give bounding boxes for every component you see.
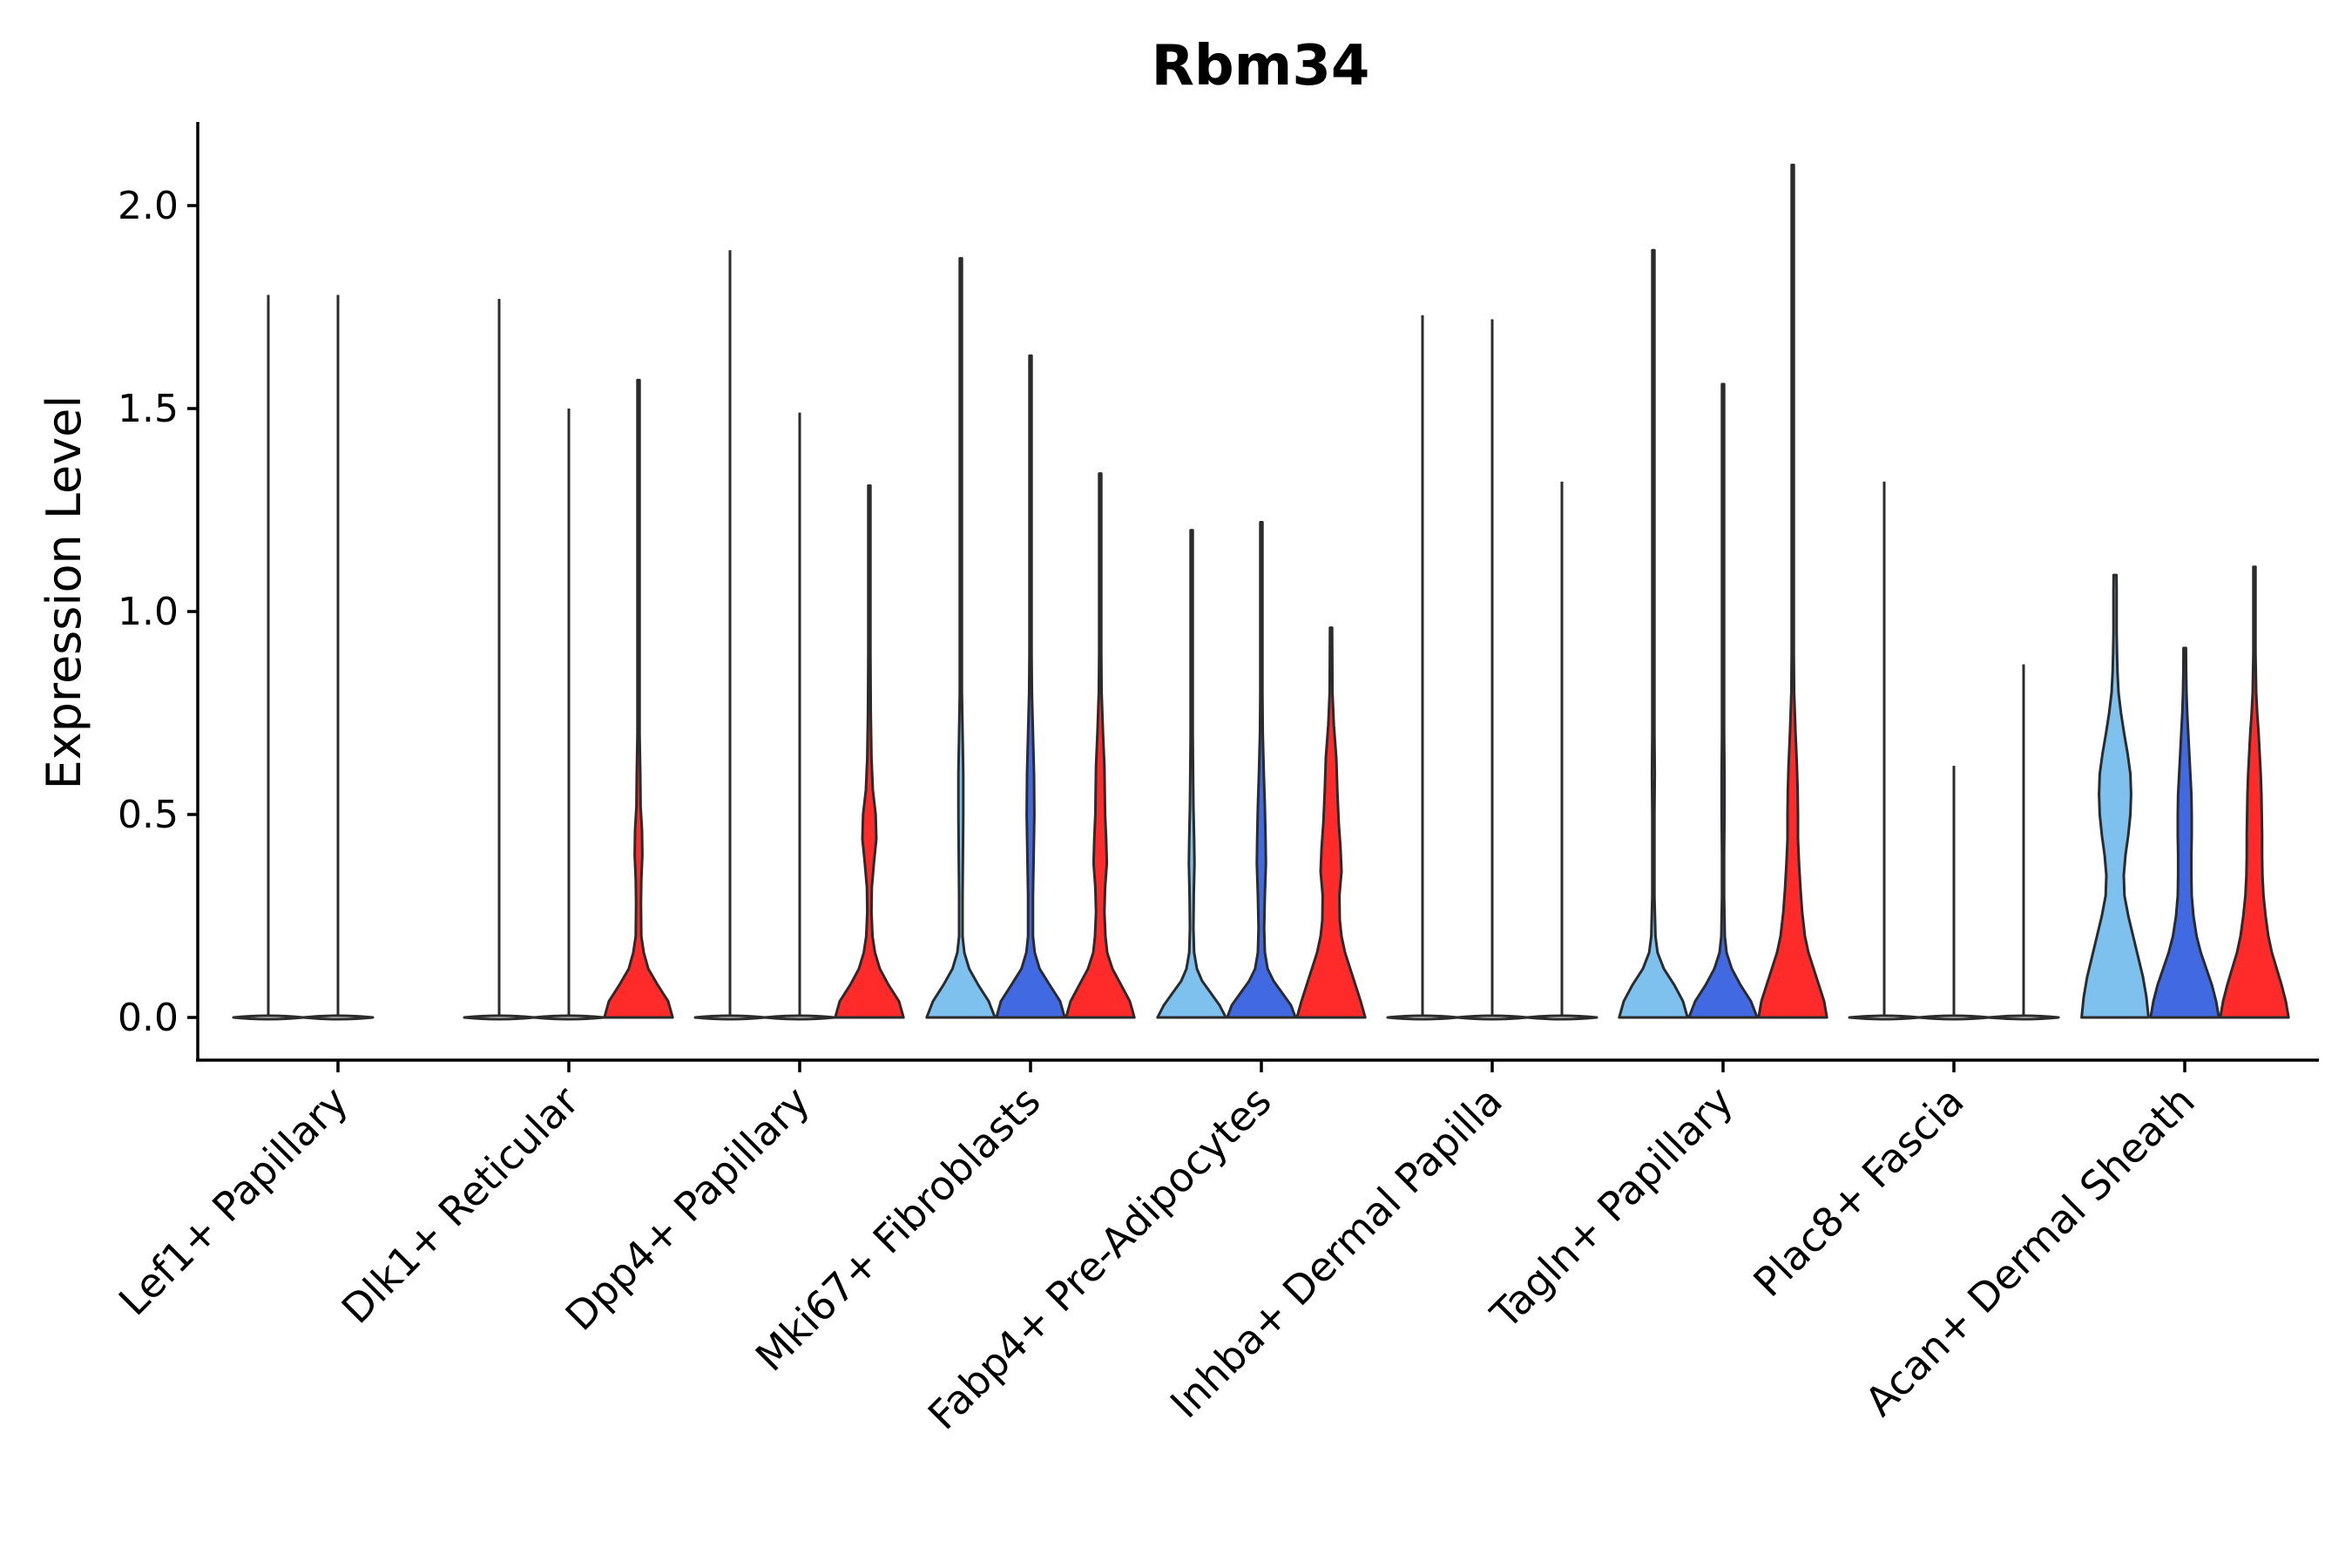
violin-body xyxy=(1757,163,1828,1019)
violin-group xyxy=(232,163,2290,1021)
violin-body xyxy=(1064,472,1136,1019)
violin-body xyxy=(1618,248,1689,1019)
y-tick-label: 0.5 xyxy=(118,793,179,837)
violin-body xyxy=(1687,382,1759,1019)
violin-body xyxy=(2219,565,2290,1019)
y-axis-ticks: 0.0 0.5 1.0 1.5 2.0 xyxy=(118,184,198,1040)
violin-body xyxy=(763,1014,836,1021)
violin-body xyxy=(1525,1014,1598,1021)
violin-body xyxy=(1987,1014,2060,1021)
violin-body xyxy=(1848,1014,1921,1021)
x-category-label: Dlk1+ Reticular xyxy=(333,1078,588,1333)
violin-body xyxy=(532,1014,605,1021)
x-category-label: Plac8+ Fascia xyxy=(1744,1078,1972,1306)
y-axis-label: Expression Level xyxy=(37,395,91,790)
y-tick-label: 1.5 xyxy=(118,387,179,431)
violin-body xyxy=(1917,1014,1990,1021)
violin-body xyxy=(925,257,997,1019)
violin-body xyxy=(1295,626,1367,1019)
chart-title: Rbm34 xyxy=(1152,34,1370,98)
violin-body xyxy=(2149,646,2220,1019)
violin-body xyxy=(995,354,1066,1019)
violin-body xyxy=(463,1014,536,1021)
violin-body xyxy=(1386,1014,1459,1021)
violin-body xyxy=(2080,573,2150,1019)
violin-body xyxy=(1156,529,1227,1019)
y-tick-label: 0.0 xyxy=(118,996,179,1040)
violin-body xyxy=(834,484,905,1019)
violin-body xyxy=(603,378,674,1019)
violin-body xyxy=(232,1014,305,1021)
x-category-label: Tagln+ Papillary xyxy=(1481,1078,1742,1339)
violin-body xyxy=(693,1014,767,1021)
y-tick-label: 2.0 xyxy=(118,184,179,228)
violin-body xyxy=(301,1014,375,1021)
violin-body xyxy=(1456,1014,1529,1021)
x-category-label: Lef1+ Papillary xyxy=(110,1078,357,1325)
violin-body xyxy=(1226,521,1297,1019)
x-category-label: Dpp4+ Papillary xyxy=(557,1078,819,1340)
y-tick-label: 1.0 xyxy=(118,590,179,634)
